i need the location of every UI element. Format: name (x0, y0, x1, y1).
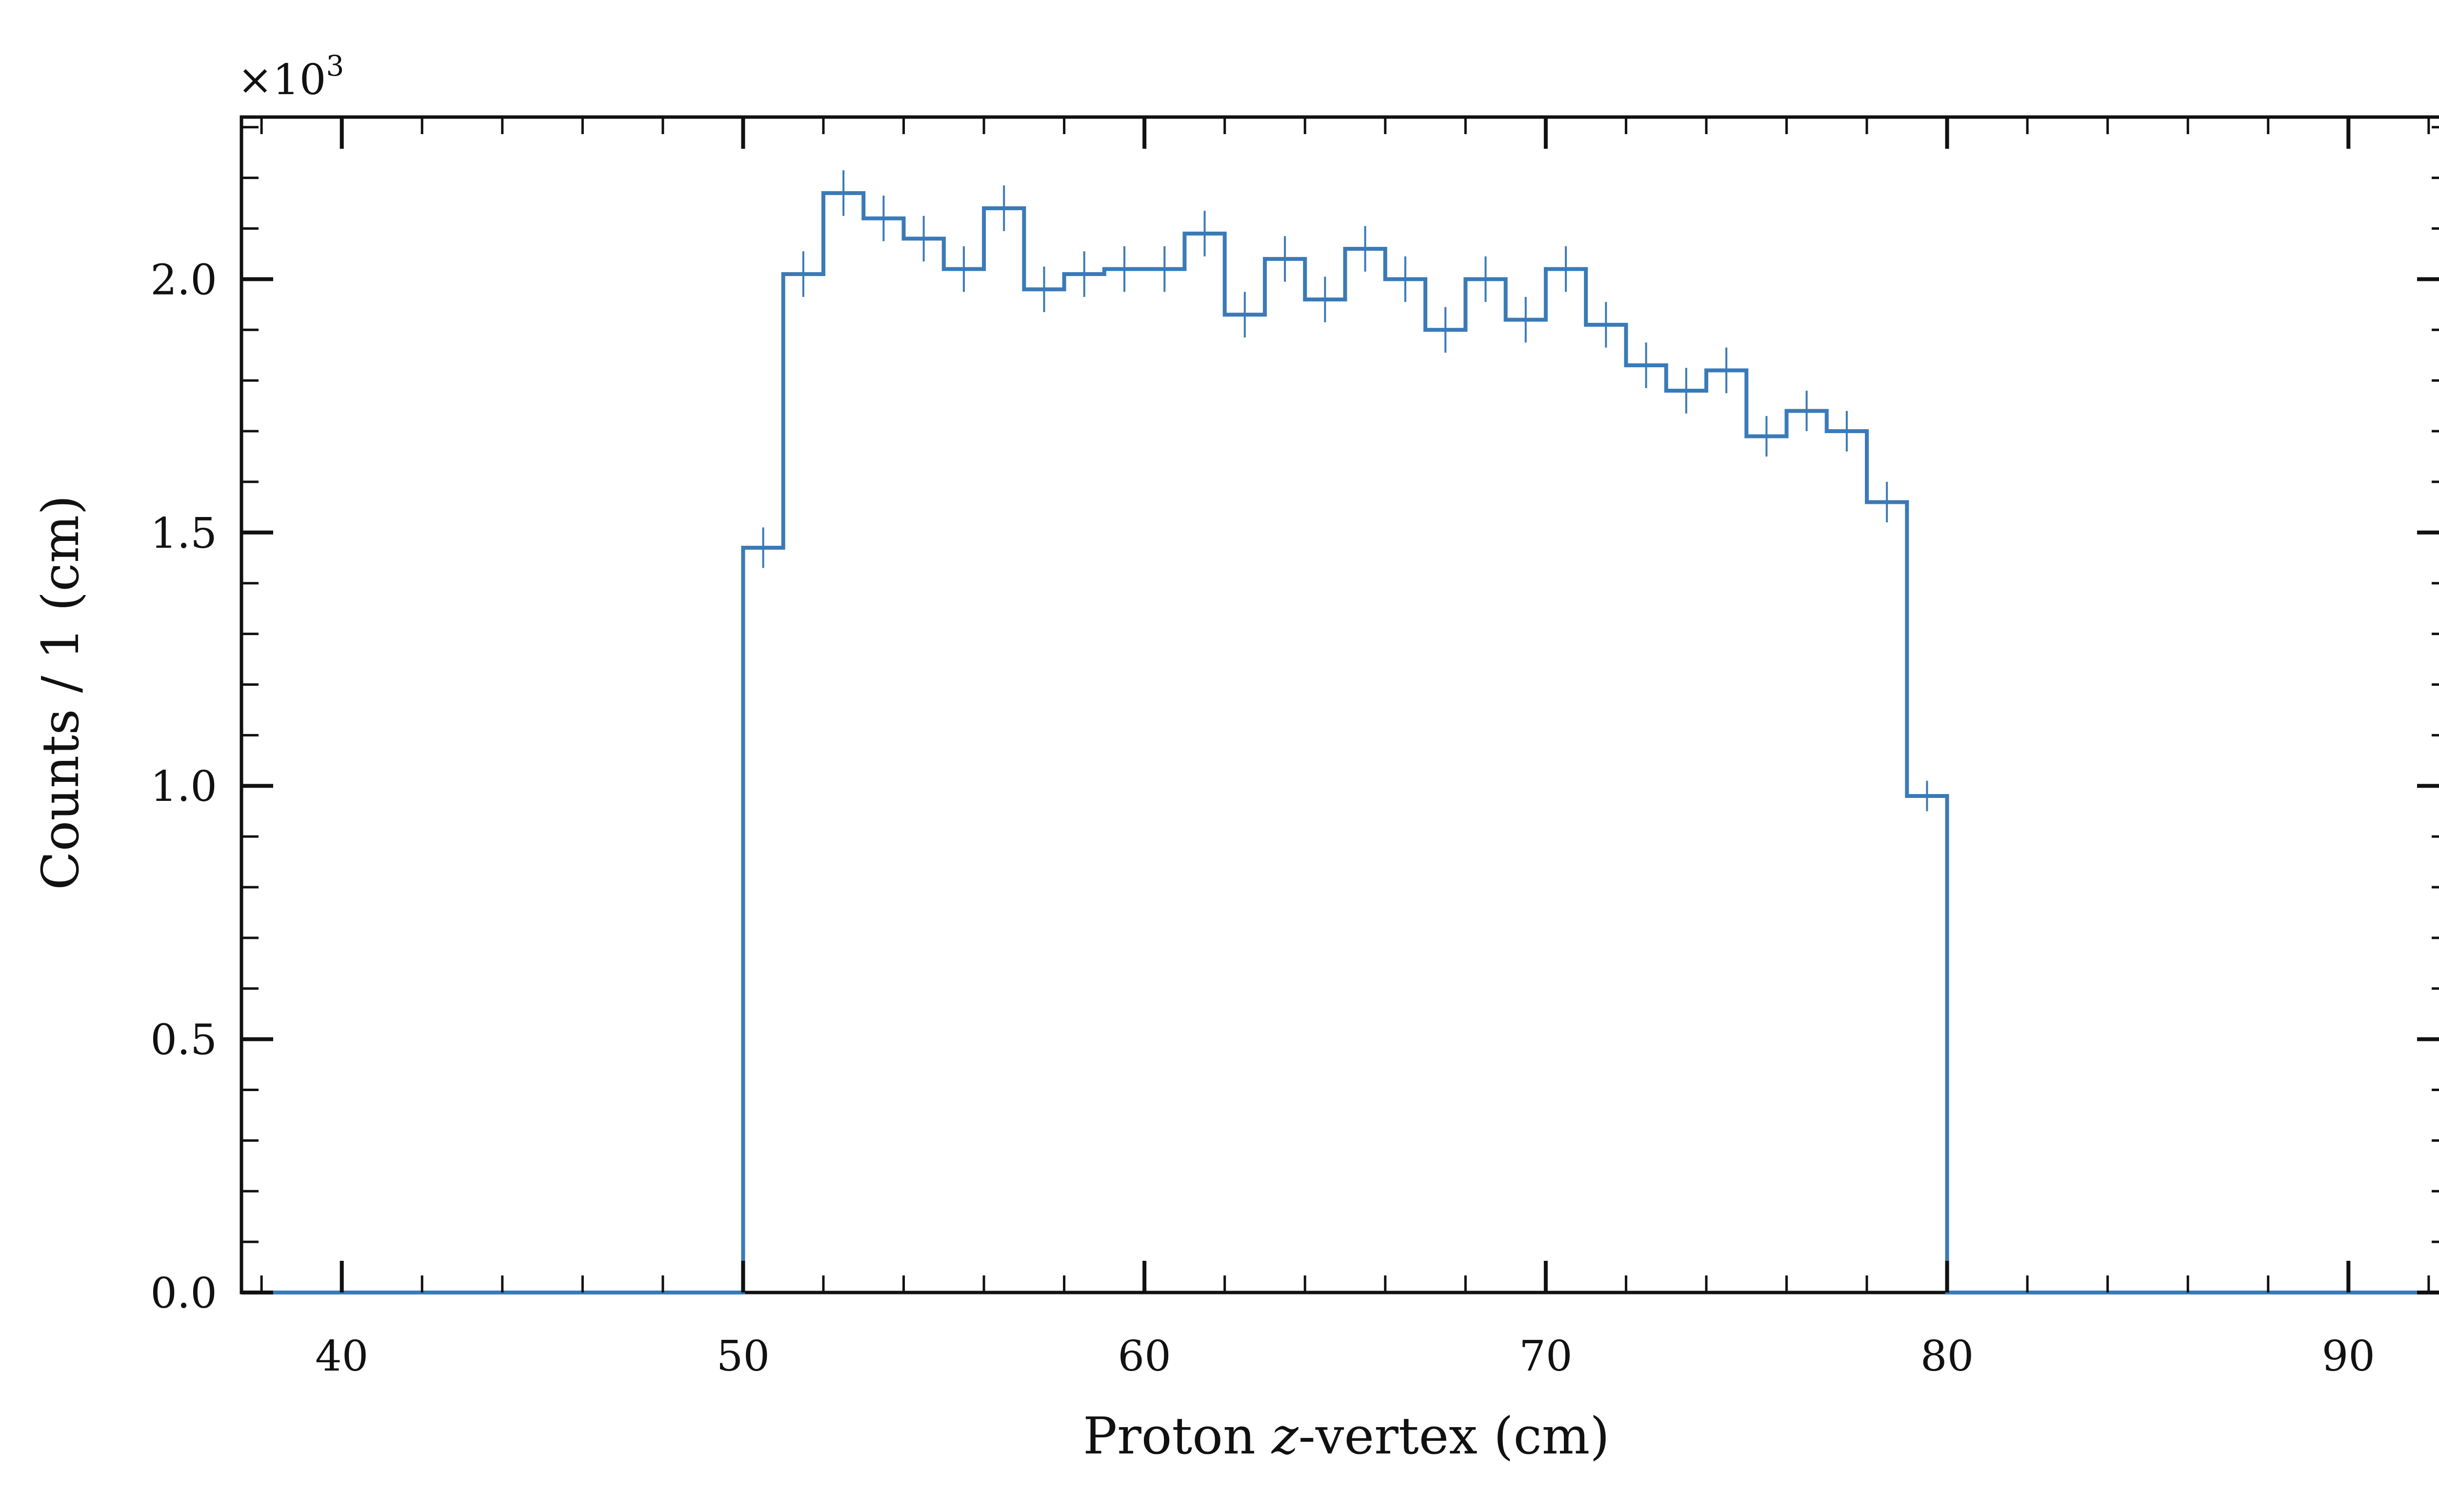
y-axis-multiplier: ×103 (238, 49, 344, 104)
x-tick-label: 70 (1519, 1332, 1572, 1381)
y-tick-label: 2.0 (150, 256, 217, 304)
x-axis-label-part-1: Proton (1083, 1406, 1272, 1466)
ticks-layer (241, 117, 2439, 1294)
x-tick-label: 50 (717, 1332, 770, 1381)
y-axis-label: Counts / 1 (cm) (31, 495, 90, 890)
histogram-outline (261, 191, 2429, 1294)
x-axis-label: Proton z-vertex (cm) (1083, 1406, 1610, 1466)
y-tick-label: 0.0 (150, 1269, 217, 1318)
x-axis-label-part-2: -vertex (cm) (1299, 1406, 1610, 1466)
y-tick-label: 0.5 (150, 1016, 217, 1065)
x-tick-label: 40 (315, 1332, 368, 1381)
y-tick-label: 1.0 (150, 762, 217, 811)
x-tick-label: 90 (2322, 1332, 2375, 1381)
y-axis-multiplier-base: ×10 (238, 56, 326, 104)
x-tick-label: 80 (1920, 1332, 1974, 1381)
plot-frame (240, 115, 2439, 1294)
labels-layer: 40 50 60 70 80 90 0.0 0.5 1.0 1.5 2.0 (150, 256, 2375, 1381)
y-tick-label: 1.5 (150, 509, 217, 558)
plot-layer (240, 115, 2439, 1294)
x-tick-label: 60 (1118, 1332, 1171, 1381)
x-axis-label-italic: z (1271, 1406, 1299, 1466)
y-axis-multiplier-exponent: 3 (326, 49, 344, 82)
